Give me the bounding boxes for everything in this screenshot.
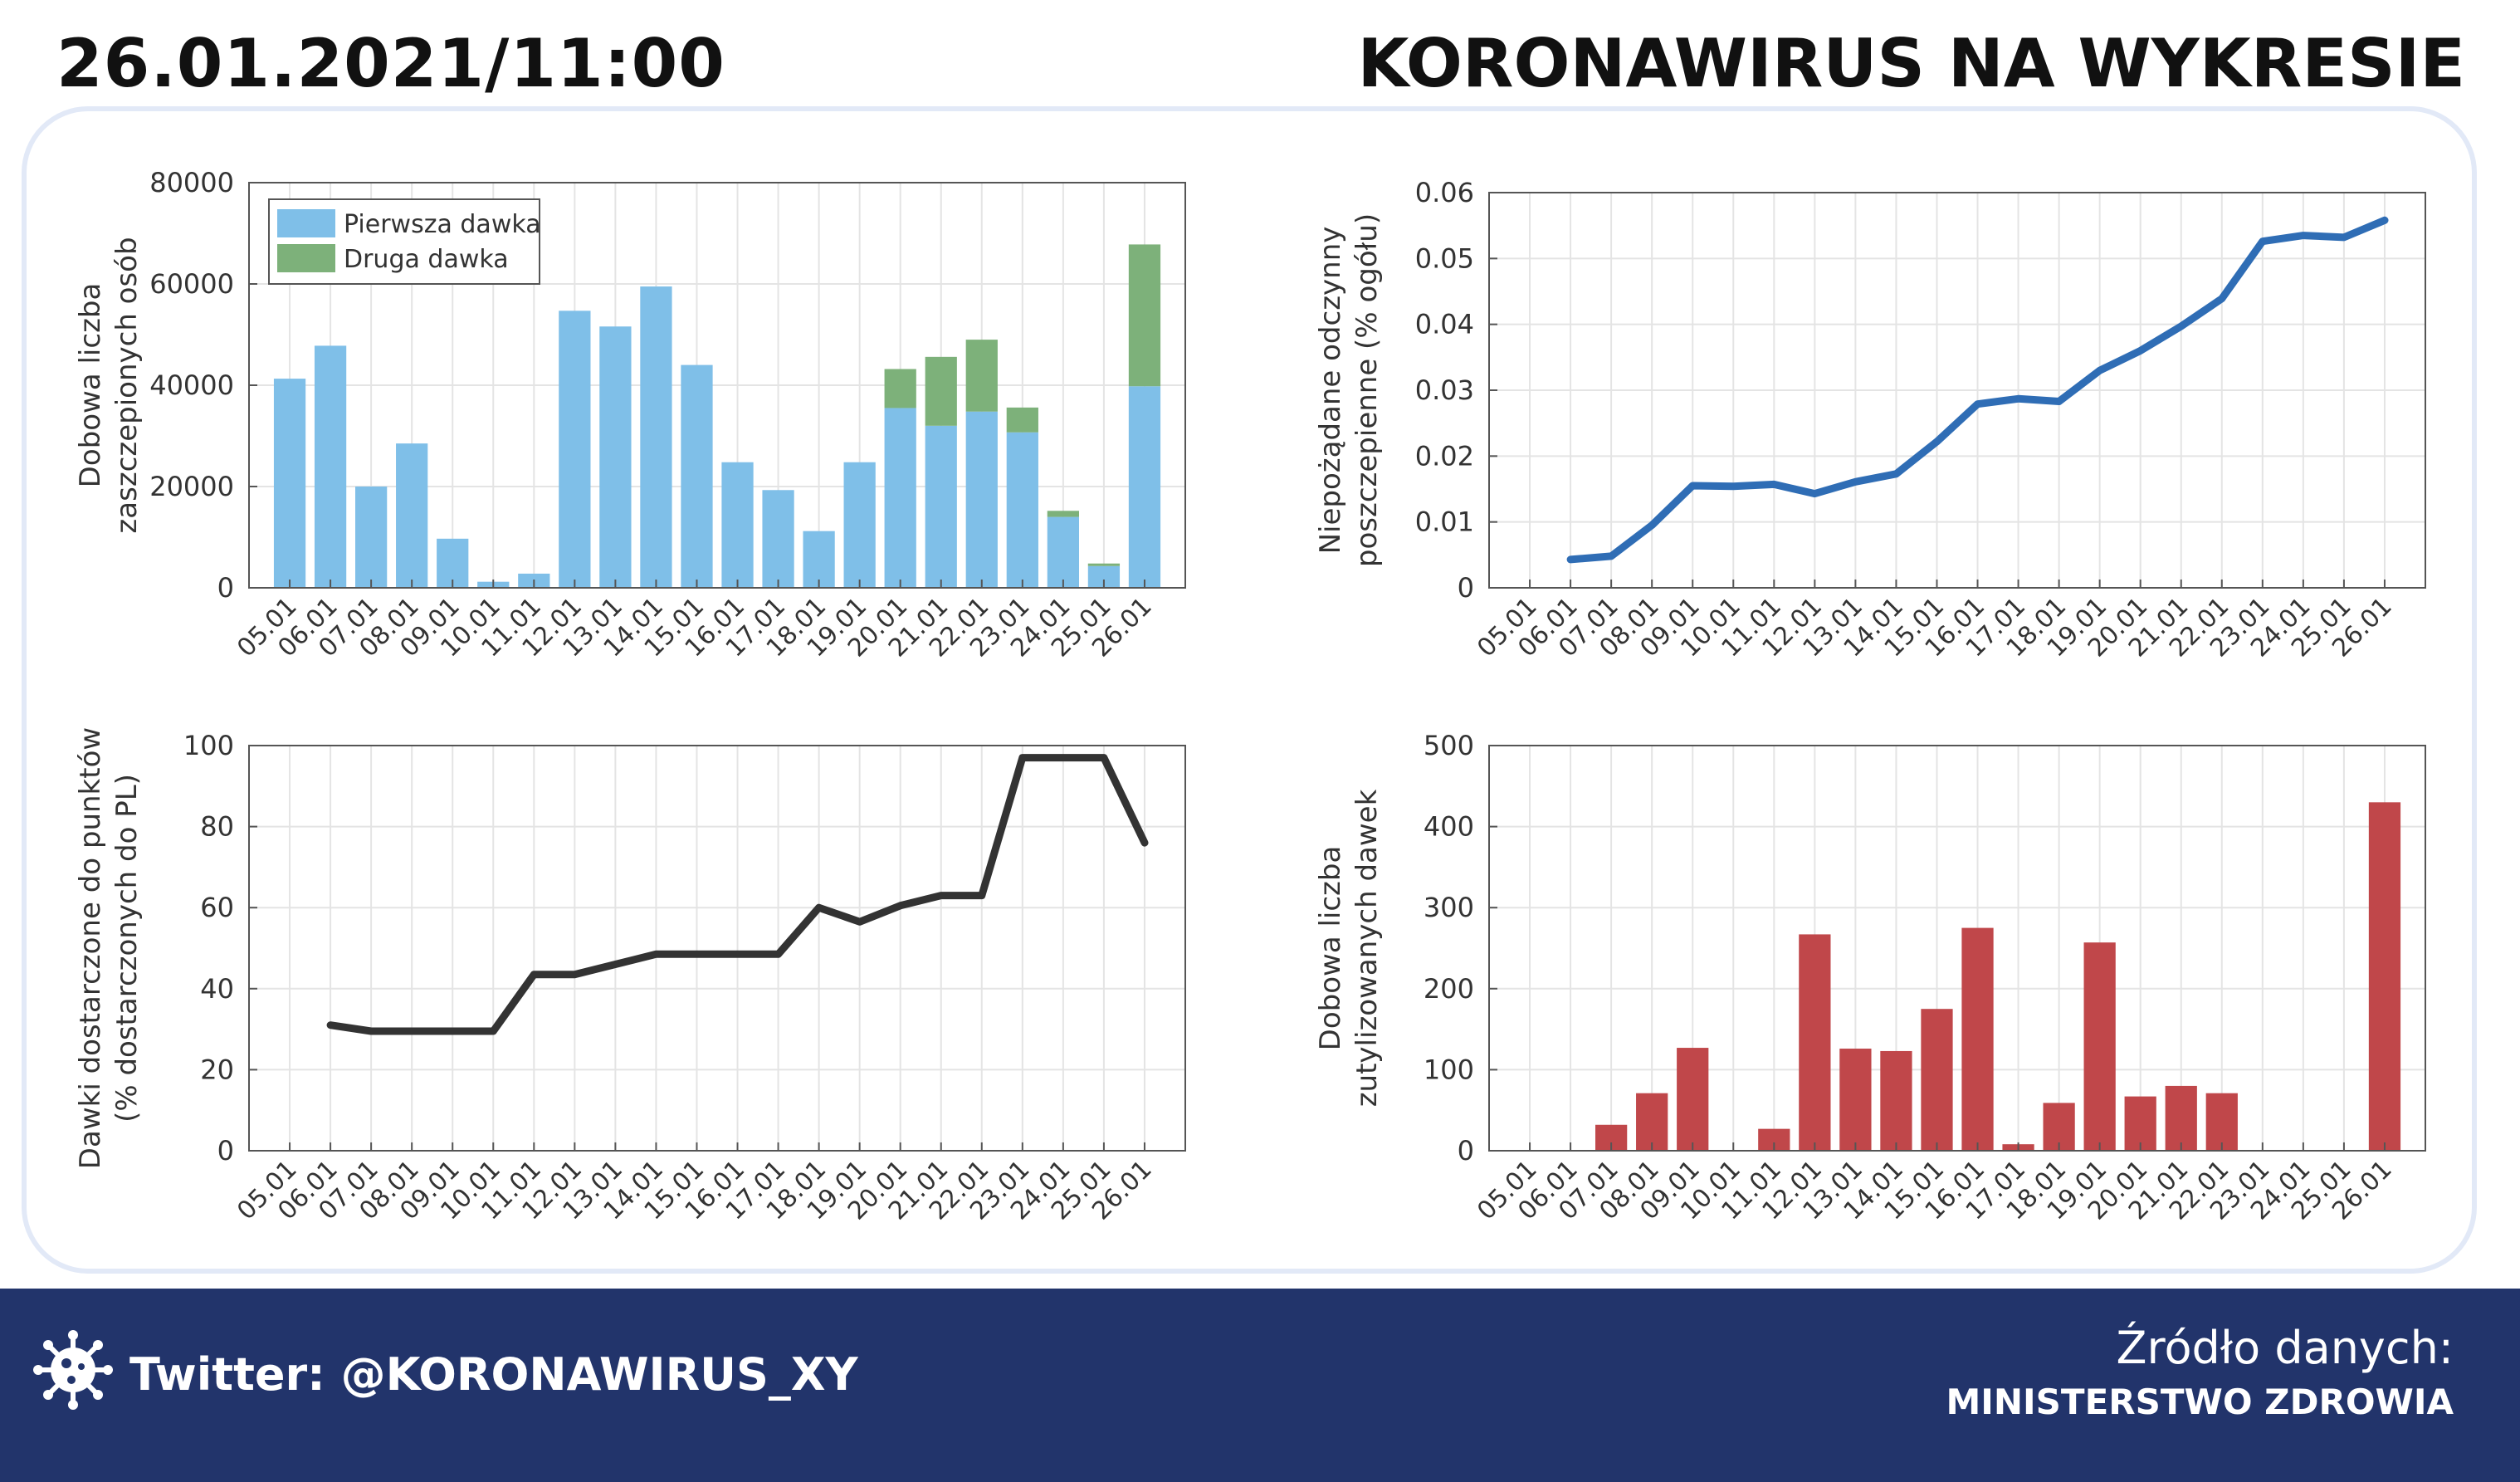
source-label: Źródło danych: [2116,1322,2454,1374]
bar-06.01-s1 [314,345,347,588]
footer: Twitter: @KORONAWIRUS_XY Źródło danych: … [0,1289,2520,1482]
bar-19.01-s1 [843,462,876,588]
bar-20.01-s1 [2124,1096,2156,1151]
virus-icon [33,1330,113,1410]
y-axis-label-line: Dawki dostarczone do punktów [74,727,107,1169]
y-axis-label: Dawki dostarczone do punktów (% dostarczo… [74,727,144,1169]
y-axis-label-line: Dobowa liczba [74,283,107,488]
bar-16.01-s1 [1961,927,1994,1151]
bar-08.01-s1 [1636,1093,1668,1151]
y-tick-label: 80 [200,811,234,843]
bar-22.01-s1 [965,411,998,588]
bar-15.01-s1 [681,364,713,588]
bar-24.01-s1 [1047,516,1079,588]
bar-12.01-s1 [559,311,591,588]
y-tick-label: 100 [183,730,234,761]
legend-swatch [277,209,335,237]
chart-4: 010020030040050005.0106.0107.0108.0109.0… [1314,730,2426,1225]
source-name: MINISTERSTWO ZDROWIA [1946,1382,2454,1422]
bar-19.01-s1 [2083,942,2116,1151]
y-tick-label: 40000 [149,369,234,401]
plot-frame [248,182,1186,589]
y-tick-label: 40 [200,973,234,1005]
y-tick-label: 500 [1424,730,1474,761]
y-tick-label: 0.01 [1415,506,1474,538]
bar-16.01-s1 [721,462,754,588]
plot-area [1489,746,2425,1151]
legend: Pierwsza dawka Druga dawka [268,198,541,285]
bar-21.01-s1 [925,425,957,588]
header-title: KORONAWIRUS NA WYKRESIE [1357,25,2466,102]
y-axis-label: Niepożądane odczynny poszczepienne (% ogó… [1314,213,1384,567]
bar-26.01-s1 [1128,386,1161,588]
y-axis-label-line: zaszczepionych osób [110,237,144,533]
legend-label: Pierwsza dawka [344,210,541,239]
y-axis-label-line: zutylizowanych dawek [1350,789,1384,1107]
y-tick-label: 0.03 [1415,374,1474,406]
bar-13.01-s1 [1839,1049,1872,1151]
y-axis-label-line: Niepożądane odczynny [1314,227,1347,555]
y-tick-label: 80000 [149,167,234,198]
bar-22.01-s1 [2205,1093,2238,1151]
y-tick-label: 300 [1424,892,1474,923]
plot-area [249,746,1185,1151]
bar-25.01-s2 [1087,563,1121,566]
series-line-1 [1566,216,2389,564]
bar-21.01-s1 [2165,1085,2197,1151]
y-tick-label: 0.04 [1415,309,1474,340]
bar-09.01-s1 [1677,1048,1709,1151]
y-axis-label-line: poszczepienne (% ogółu) [1350,213,1384,567]
bar-26.01-s2 [1128,244,1161,387]
bar-17.01-s1 [762,490,794,588]
y-tick-label: 0 [217,1135,234,1167]
chart-1: 02000040000600008000005.0106.0107.0108.0… [74,167,1186,663]
y-tick-label: 0.05 [1415,242,1474,274]
bar-12.01-s1 [1799,934,1831,1151]
y-tick-label: 0.02 [1415,440,1474,472]
bar-24.01-s2 [1047,511,1079,517]
bar-14.01-s1 [1880,1050,1912,1151]
bar-22.01-s2 [965,340,998,412]
y-tick-label: 60000 [149,268,234,300]
y-tick-label: 0.06 [1415,177,1474,208]
chart-3: 02040608010005.0106.0107.0108.0109.0110.… [74,727,1186,1225]
y-axis-label-line: (% dostarczonych do PL) [110,774,144,1123]
bar-20.01-s1 [884,408,916,588]
plot-frame [1488,745,2426,1152]
bar-20.01-s2 [884,369,916,408]
bar-05.01-s1 [273,379,306,588]
twitter-handle: Twitter: @KORONAWIRUS_XY [129,1348,858,1401]
charts-canvas: 02000040000600008000005.0106.0107.0108.0… [74,167,2426,1225]
y-axis-label: Dobowa liczba zutylizowanych dawek [1314,789,1384,1107]
header-datetime: 26.01.2021/11:00 [56,25,725,102]
bar-14.01-s1 [640,286,672,588]
y-tick-label: 20000 [149,471,234,502]
series-line-1 [326,754,1149,1035]
bar-18.01-s1 [803,531,835,588]
plot-frame [1488,192,2426,589]
plot-frame [248,745,1186,1152]
legend-swatch [277,244,335,272]
y-axis-label-line: Dobowa liczba [1314,846,1347,1051]
bar-08.01-s1 [396,443,428,588]
legend-label: Druga dawka [344,245,509,274]
bar-26.01-s1 [2368,802,2401,1151]
chart-2: 00.010.020.030.040.050.0605.0106.0107.01… [1314,177,2426,663]
bar-23.01-s2 [1006,407,1038,433]
y-tick-label: 0 [1458,1135,1474,1167]
y-tick-label: 20 [200,1054,234,1085]
bar-21.01-s2 [925,356,957,426]
y-axis-label: Dobowa liczba zaszczepionych osób [74,237,144,533]
bar-15.01-s1 [1921,1009,1953,1151]
y-tick-label: 0 [1458,572,1474,604]
bar-23.01-s1 [1006,432,1038,588]
bar-07.01-s1 [355,487,388,588]
bar-13.01-s1 [599,326,632,588]
y-tick-label: 60 [200,892,234,923]
y-tick-label: 0 [217,572,234,604]
y-tick-label: 200 [1424,973,1474,1005]
y-tick-label: 400 [1424,811,1474,843]
y-tick-label: 100 [1424,1054,1474,1085]
